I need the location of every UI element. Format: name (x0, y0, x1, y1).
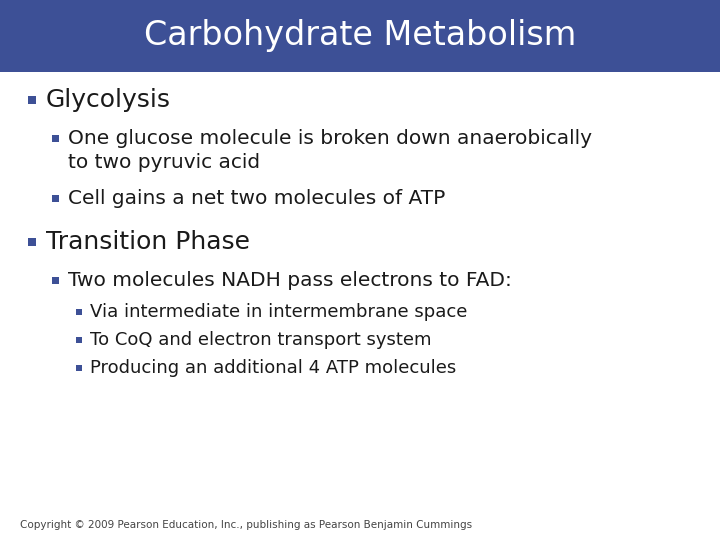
Text: to two pyruvic acid: to two pyruvic acid (68, 152, 260, 172)
Text: Two molecules NADH pass electrons to FAD:: Two molecules NADH pass electrons to FAD… (68, 271, 512, 289)
Text: Transition Phase: Transition Phase (46, 230, 250, 254)
Bar (76, 309, 82, 315)
Bar (0, 72, 720, 540)
Bar (76, 337, 82, 343)
Bar (0, 0, 720, 72)
Text: One glucose molecule is broken down anaerobically: One glucose molecule is broken down anae… (68, 129, 592, 147)
Bar (76, 365, 82, 371)
Bar (28, 96, 36, 104)
Bar (52, 194, 59, 201)
Text: Cell gains a net two molecules of ATP: Cell gains a net two molecules of ATP (68, 188, 446, 207)
Bar (28, 238, 36, 246)
Bar (52, 134, 59, 141)
Text: Glycolysis: Glycolysis (46, 88, 171, 112)
Text: Carbohydrate Metabolism: Carbohydrate Metabolism (144, 19, 576, 52)
Text: Via intermediate in intermembrane space: Via intermediate in intermembrane space (90, 303, 467, 321)
Text: To CoQ and electron transport system: To CoQ and electron transport system (90, 331, 431, 349)
Text: Producing an additional 4 ATP molecules: Producing an additional 4 ATP molecules (90, 359, 456, 377)
Bar (52, 276, 59, 284)
Text: Copyright © 2009 Pearson Education, Inc., publishing as Pearson Benjamin Cumming: Copyright © 2009 Pearson Education, Inc.… (20, 520, 472, 530)
